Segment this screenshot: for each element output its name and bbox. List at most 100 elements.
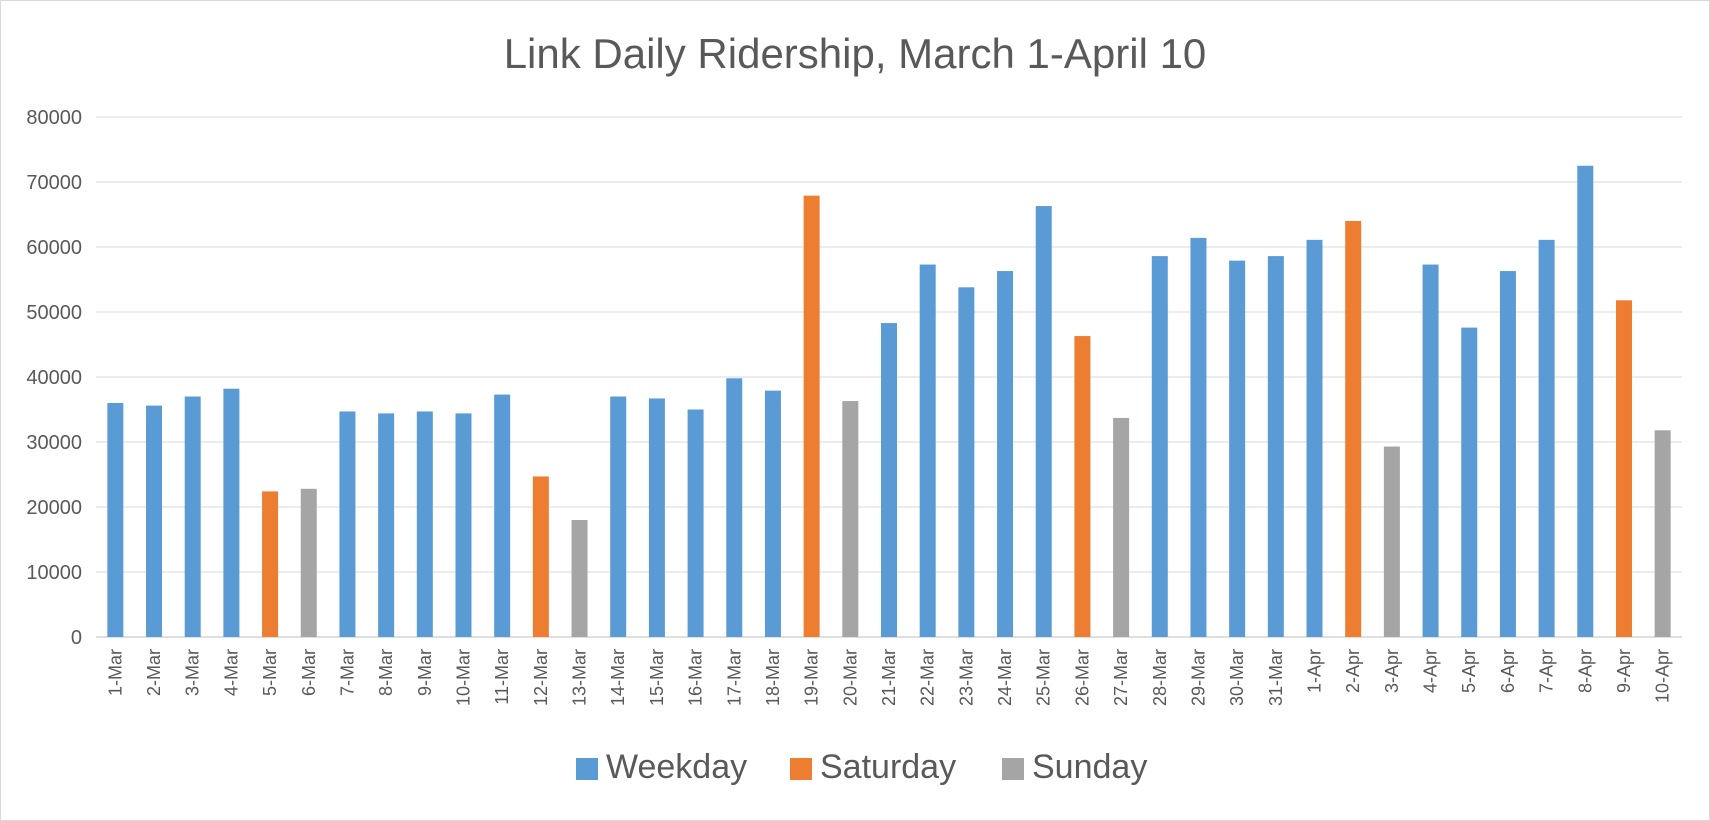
bar-weekday-31-mar [1267,256,1284,637]
bar-weekday-24-mar [997,271,1014,637]
x-tick-label: 4-Apr [1421,649,1441,693]
bar-weekday-23-mar [958,287,975,637]
bar-weekday-28-mar [1151,256,1168,637]
y-tick-label: 20000 [26,497,82,519]
bar-saturday-26-mar [1074,336,1091,637]
x-tick-label: 30-Mar [1227,649,1247,706]
x-tick-label: 8-Mar [376,649,396,696]
bar-weekday-25-mar [1035,206,1052,638]
bar-sunday-6-mar [300,488,317,637]
y-tick-label: 40000 [26,367,82,389]
bar-sunday-13-mar [571,520,588,637]
x-tick-label: 4-Mar [221,649,241,696]
legend-label-saturday: Saturday [820,748,956,786]
x-tick-label: 21-Mar [879,649,899,706]
x-tick-label: 19-Mar [802,649,822,706]
y-axis-ticks: 0 10000 20000 30000 40000 50000 60000 70000 8000… [26,107,82,649]
bar-weekday-9-mar [416,411,433,637]
x-tick-label: 9-Apr [1614,649,1634,693]
x-tick-label: 14-Mar [608,649,628,706]
bar-weekday-22-mar [919,264,936,637]
bar-sunday-3-apr [1383,446,1400,637]
bar-saturday-19-mar [803,195,820,637]
bar-weekday-7-mar [339,411,356,637]
x-tick-label: 3-Apr [1382,649,1402,693]
bar-weekday-7-apr [1538,239,1555,637]
bar-weekday-10-mar [455,413,472,637]
bar-weekday-15-mar [648,398,665,637]
bar-weekday-3-mar [184,396,201,637]
x-tick-label: 11-Mar [492,649,512,705]
bar-sunday-27-mar [1113,417,1130,637]
x-tick-label: 2-Apr [1343,649,1363,693]
x-tick-label: 18-Mar [763,649,783,706]
bar-weekday-16-mar [687,409,704,637]
x-tick-label: 13-Mar [570,649,590,706]
x-tick-label: 2-Mar [144,649,164,696]
x-tick-label: 27-Mar [1111,649,1131,706]
bar-weekday-8-apr [1577,165,1594,637]
bar-weekday-8-mar [378,413,395,637]
bar-weekday-1-mar [107,403,124,637]
bar-sunday-10-apr [1654,430,1671,637]
bar-saturday-5-mar [262,491,279,637]
x-tick-label: 5-Apr [1459,649,1479,693]
bar-sunday-20-mar [842,401,859,637]
y-tick-label: 0 [71,627,82,649]
chart-title: Link Daily Ridership, March 1-April 10 [504,30,1207,77]
bar-weekday-18-mar [764,390,781,637]
x-tick-label: 1-Mar [105,649,125,696]
bar-weekday-5-apr [1461,327,1478,637]
x-tick-label: 7-Apr [1537,649,1557,693]
y-tick-label: 10000 [26,562,82,584]
bar-saturday-2-apr [1345,221,1362,637]
x-tick-label: 16-Mar [686,649,706,706]
legend-label-sunday: Sunday [1032,748,1147,786]
y-tick-label: 70000 [26,172,82,194]
x-tick-label: 7-Mar [337,649,357,696]
x-tick-label: 6-Apr [1498,649,1518,693]
bar-weekday-4-apr [1422,264,1439,637]
bar-weekday-14-mar [610,396,627,637]
x-tick-label: 8-Apr [1575,649,1595,693]
bars [107,165,1671,638]
y-tick-label: 60000 [26,237,82,259]
legend: Weekday Saturday Sunday [576,748,1147,786]
x-tick-label: 10-Apr [1653,649,1673,703]
y-tick-label: 80000 [26,107,82,129]
x-tick-label: 9-Mar [415,649,435,696]
x-tick-label: 10-Mar [453,649,473,706]
x-tick-label: 31-Mar [1266,649,1286,706]
y-tick-label: 50000 [26,302,82,324]
bar-weekday-11-mar [494,394,511,637]
x-tick-label: 12-Mar [531,649,551,706]
bar-saturday-12-mar [532,476,549,637]
x-tick-label: 29-Mar [1188,649,1208,706]
x-tick-label: 5-Mar [260,649,280,696]
bar-weekday-1-apr [1306,239,1323,637]
legend-label-weekday: Weekday [606,748,747,786]
x-tick-label: 3-Mar [183,649,203,696]
x-tick-label: 17-Mar [724,649,744,706]
bar-weekday-2-mar [146,405,163,637]
x-tick-label: 1-Apr [1305,649,1325,693]
bar-weekday-6-apr [1499,271,1516,637]
bar-weekday-4-mar [223,388,240,637]
x-axis-ticks: 1-Mar 2-Mar 3-Mar 4-Mar 5-Mar 6-Mar 7-Mar 8-Mar… [105,649,1672,706]
x-tick-label: 24-Mar [995,649,1015,706]
legend-swatch-saturday [790,758,812,780]
y-tick-label: 30000 [26,432,82,454]
x-tick-label: 26-Mar [1072,649,1092,706]
x-tick-label: 22-Mar [918,649,938,706]
legend-swatch-sunday [1002,758,1024,780]
x-tick-label: 23-Mar [956,649,976,706]
bar-weekday-30-mar [1229,260,1246,637]
bar-weekday-21-mar [881,323,897,637]
bar-weekday-17-mar [726,378,743,637]
bar-weekday-29-mar [1190,237,1207,637]
x-tick-label: 20-Mar [840,649,860,706]
x-tick-label: 28-Mar [1150,649,1170,706]
x-tick-label: 15-Mar [647,649,667,706]
